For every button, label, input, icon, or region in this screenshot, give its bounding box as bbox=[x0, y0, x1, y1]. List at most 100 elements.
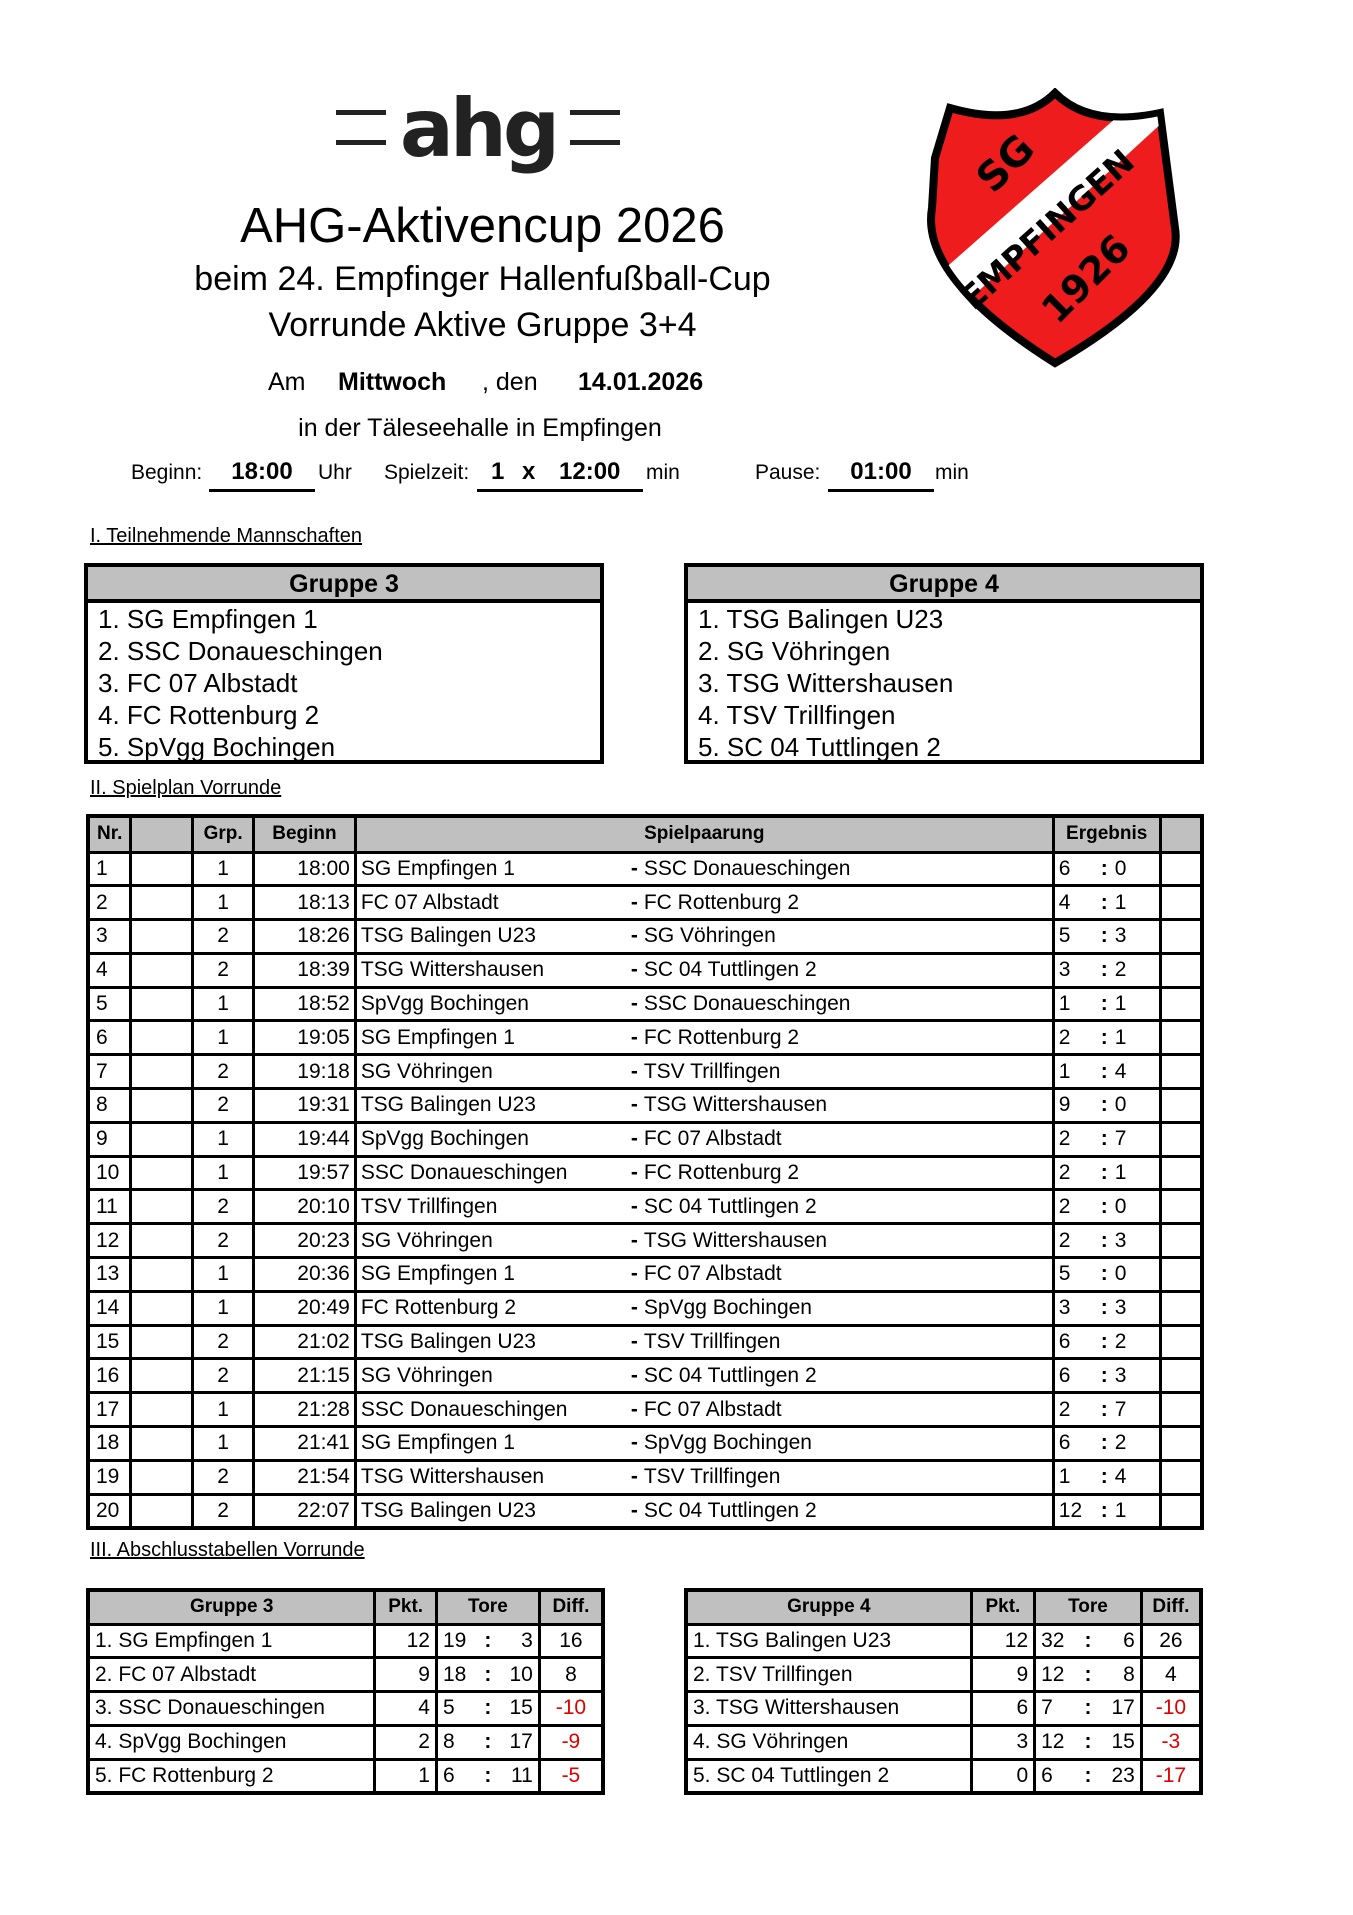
group-number: 1 bbox=[191, 1019, 256, 1057]
away-goals: 4 bbox=[1114, 1465, 1127, 1489]
away-goals: 1 bbox=[1114, 1025, 1127, 1049]
group-number: 2 bbox=[191, 918, 256, 955]
pairing: SG Empfingen 1 - FC Rottenburg 2 bbox=[353, 1019, 1055, 1057]
team-item: 1. SG Empfingen 1 bbox=[98, 604, 318, 634]
column-header bbox=[1158, 814, 1204, 854]
empty-cell bbox=[129, 1019, 195, 1057]
result: 2:3 bbox=[1051, 1222, 1162, 1260]
away-goals: 2 bbox=[1114, 1330, 1127, 1354]
away-team: FC 07 Albstadt bbox=[643, 1127, 782, 1151]
table-row: 13 1 20:36 SG Empfingen 1 - FC 07 Albstadt 5:0 bbox=[86, 1256, 1204, 1293]
start-time: 22:07 bbox=[252, 1492, 357, 1530]
dash: - bbox=[630, 1465, 638, 1489]
home-team: SG Vöhringen bbox=[360, 1228, 493, 1252]
pairing: SG Vöhringen - TSV Trillfingen bbox=[353, 1053, 1055, 1091]
group-number: 2 bbox=[191, 1087, 256, 1124]
colon: : bbox=[1100, 1465, 1108, 1489]
standings-row: 5. FC Rottenburg 2 1 6:11 -5 bbox=[86, 1757, 605, 1795]
start-time: 20:49 bbox=[252, 1289, 357, 1327]
subtitle: beim 24. Empfinger Hallenfußball-Cup bbox=[194, 260, 771, 298]
dash: - bbox=[630, 1262, 638, 1286]
pairing: TSG Balingen U23 - TSG Wittershausen bbox=[353, 1087, 1055, 1124]
team-item: 4. TSV Trillfingen bbox=[698, 700, 896, 730]
away-team-wrap: - SpVgg Bochingen bbox=[631, 1296, 812, 1320]
colon: : bbox=[1100, 958, 1108, 982]
colon: : bbox=[1100, 1296, 1108, 1320]
team-item: 2. SSC Donaueschingen bbox=[98, 636, 383, 666]
colon: : bbox=[1100, 1363, 1108, 1387]
home-team: TSG Wittershausen bbox=[360, 1465, 545, 1489]
header-row: Gruppe 4 Pkt. Tore Diff. bbox=[684, 1588, 1203, 1626]
empty-cell bbox=[1158, 1492, 1204, 1530]
group-number: 1 bbox=[191, 1425, 256, 1462]
empty-cell bbox=[1158, 1188, 1204, 1226]
group-number: 2 bbox=[191, 1357, 256, 1395]
empty-cell bbox=[1158, 951, 1204, 989]
result: 6:3 bbox=[1051, 1357, 1162, 1395]
pairing: SpVgg Bochingen - FC 07 Albstadt bbox=[353, 1120, 1055, 1158]
group-number: 1 bbox=[191, 1256, 256, 1293]
table-row: 20 2 22:07 TSG Balingen U23 - SC 04 Tuttlinge… bbox=[86, 1492, 1204, 1530]
group-number: 2 bbox=[191, 1323, 256, 1361]
goals-against: 15 bbox=[1111, 1730, 1135, 1754]
standings-row: 1. TSG Balingen U23 12 32: 6 26 bbox=[684, 1622, 1203, 1660]
match-number: 14 bbox=[86, 1289, 133, 1327]
goals-against: 17 bbox=[1111, 1696, 1135, 1720]
away-team-wrap: - FC Rottenburg 2 bbox=[631, 1026, 799, 1050]
away-team: FC Rottenburg 2 bbox=[643, 890, 800, 914]
goals-against: 23 bbox=[1111, 1763, 1135, 1787]
empty-cell bbox=[129, 850, 195, 888]
away-team-wrap: - FC 07 Albstadt bbox=[631, 1127, 782, 1151]
away-team: SpVgg Bochingen bbox=[643, 1296, 812, 1320]
home-goals: 3 bbox=[1058, 958, 1071, 982]
colon: : bbox=[1100, 1161, 1108, 1185]
match-number: 2 bbox=[86, 884, 133, 922]
table-row: 1 1 18:00 SG Empfingen 1- SSC Donaueschingen… bbox=[86, 850, 1204, 888]
match-number: 16 bbox=[86, 1357, 133, 1395]
colon: : bbox=[1100, 924, 1108, 948]
result: 1:1 bbox=[1051, 985, 1162, 1023]
result: 6:2 bbox=[1051, 1323, 1162, 1361]
result: 4:1 bbox=[1051, 884, 1162, 922]
team-name: 4. SpVgg Bochingen bbox=[86, 1723, 377, 1761]
beginn-label: Beginn: bbox=[131, 461, 203, 484]
match-number: 18 bbox=[86, 1425, 133, 1462]
empty-cell bbox=[129, 1323, 195, 1361]
team-item: 2. SG Vöhringen bbox=[698, 636, 891, 666]
away-goals: 1 bbox=[1114, 890, 1127, 914]
pairing: SG Empfingen 1 - SSC Donaueschingen bbox=[353, 850, 1055, 888]
colon: : bbox=[1100, 1025, 1108, 1049]
away-team: TSV Trillfingen bbox=[643, 1059, 781, 1083]
match-number: 4 bbox=[86, 951, 133, 989]
halves: 1 bbox=[491, 458, 505, 485]
match-number: 19 bbox=[86, 1458, 133, 1496]
away-team-wrap: - SC 04 Tuttlingen 2 bbox=[631, 1195, 817, 1219]
dash: - bbox=[630, 1397, 638, 1421]
group-number: 2 bbox=[191, 1222, 256, 1260]
empty-cell bbox=[1158, 1222, 1204, 1260]
goal-difference: 8 bbox=[537, 1656, 605, 1694]
column-header: Tore bbox=[1033, 1588, 1143, 1626]
away-goals: 3 bbox=[1114, 1228, 1127, 1252]
group-title: Gruppe 3 bbox=[88, 567, 600, 603]
home-goals: 2 bbox=[1058, 1025, 1071, 1049]
goals-for: 7 bbox=[1041, 1696, 1053, 1720]
colon: : bbox=[1084, 1662, 1092, 1686]
away-team: FC Rottenburg 2 bbox=[643, 1025, 800, 1049]
points: 2 bbox=[373, 1723, 438, 1761]
home-team: SG Empfingen 1 bbox=[360, 856, 515, 880]
goals-for: 18 bbox=[442, 1662, 467, 1686]
table-row: 15 2 21:02 TSG Balingen U23- TSV Trillfingen… bbox=[86, 1323, 1204, 1361]
away-team-wrap: - FC 07 Albstadt bbox=[631, 1262, 782, 1286]
home-team: SG Vöhringen bbox=[360, 1059, 493, 1083]
away-team: SSC Donaueschingen bbox=[643, 856, 851, 880]
times-sign: x bbox=[522, 458, 536, 485]
home-goals: 6 bbox=[1058, 1330, 1071, 1354]
start-time: 20:36 bbox=[252, 1256, 357, 1293]
empty-cell bbox=[1158, 1053, 1204, 1091]
svg-text:ahg: ahg bbox=[400, 88, 556, 175]
away-team: TSG Wittershausen bbox=[643, 1228, 828, 1252]
empty-cell bbox=[129, 1188, 195, 1226]
result: 2:1 bbox=[1051, 1019, 1162, 1057]
home-team: SG Empfingen 1 bbox=[360, 1262, 515, 1286]
